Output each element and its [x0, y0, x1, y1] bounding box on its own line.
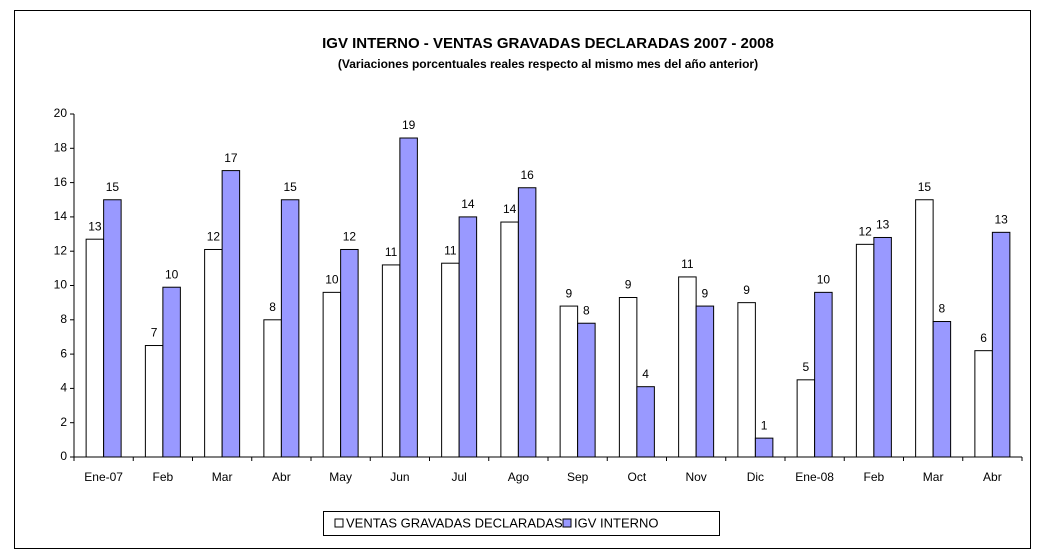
bar — [678, 276, 697, 458]
data-label: 9 — [625, 278, 632, 292]
chart-subtitle: (Variaciones porcentuales reales respect… — [338, 57, 758, 71]
y-tick-label: 18 — [54, 140, 68, 154]
bar — [144, 345, 164, 458]
bar — [441, 262, 460, 458]
data-label: 8 — [939, 302, 946, 316]
legend-label: VENTAS GRAVADAS DECLARADAS — [346, 515, 563, 530]
bar — [974, 350, 993, 458]
x-tick-label: Ene-07 — [84, 470, 123, 484]
data-label: 19 — [402, 118, 416, 132]
bar — [399, 137, 418, 458]
data-label: 8 — [269, 300, 276, 314]
y-tick-label: 10 — [54, 278, 68, 292]
bar — [796, 379, 816, 458]
data-label: 15 — [283, 180, 297, 194]
y-tick-label: 12 — [54, 243, 68, 257]
x-tick-label: Dic — [747, 470, 764, 484]
data-label: 12 — [207, 230, 221, 244]
data-label: 11 — [681, 257, 694, 271]
bar — [280, 199, 300, 458]
data-label: 9 — [702, 286, 709, 300]
bar — [221, 170, 241, 458]
x-tick-label: Jul — [451, 470, 466, 484]
data-label: 10 — [817, 273, 831, 287]
data-label: 7 — [151, 326, 158, 340]
bar — [991, 231, 1011, 458]
data-label: 9 — [743, 283, 750, 297]
legend-label: IGV INTERNO — [574, 515, 659, 530]
data-label: 14 — [503, 202, 517, 216]
data-label: 10 — [325, 273, 339, 287]
y-tick-label: 0 — [60, 449, 67, 463]
data-label: 6 — [980, 331, 987, 345]
bar — [381, 264, 401, 458]
data-label: 12 — [858, 225, 872, 239]
x-tick-label: Abr — [983, 470, 1002, 484]
bar — [517, 187, 537, 458]
data-label: 11 — [385, 245, 398, 259]
bar — [814, 291, 833, 458]
x-tick-label: May — [329, 470, 352, 484]
data-label: 8 — [583, 303, 590, 317]
data-label: 15 — [918, 180, 932, 194]
bar — [754, 437, 774, 458]
y-tick-label: 4 — [60, 381, 67, 395]
x-tick-label: Mar — [212, 470, 233, 484]
bar — [636, 386, 655, 458]
y-tick-label: 14 — [54, 209, 68, 223]
bar — [559, 305, 579, 458]
x-tick-label: Oct — [628, 470, 647, 484]
chart-title: IGV INTERNO - VENTAS GRAVADAS DECLARADAS… — [322, 35, 774, 52]
bar — [458, 216, 478, 458]
data-label: 13 — [876, 218, 890, 232]
y-tick-label: 2 — [60, 415, 67, 429]
data-label: 12 — [343, 230, 357, 244]
bar — [500, 221, 519, 458]
data-label: 10 — [165, 267, 179, 281]
bar — [103, 199, 122, 458]
bar — [204, 248, 223, 458]
bar — [873, 236, 892, 458]
bar — [855, 243, 875, 458]
x-tick-label: Nov — [685, 470, 706, 484]
bar — [162, 286, 181, 458]
x-tick-label: Ene-08 — [795, 470, 834, 484]
bar — [577, 322, 596, 458]
x-tick-label: Sep — [567, 470, 589, 484]
data-label: 11 — [444, 243, 457, 257]
y-tick-label: 20 — [54, 106, 68, 120]
x-tick-label: Jun — [390, 470, 409, 484]
data-label: 14 — [461, 197, 475, 211]
bar — [915, 199, 934, 458]
legend-swatch — [562, 518, 572, 528]
data-label: 1 — [761, 418, 768, 432]
bar — [85, 238, 105, 458]
y-tick-label: 8 — [60, 312, 67, 326]
x-tick-label: Abr — [272, 470, 291, 484]
bar — [695, 305, 715, 458]
bar — [737, 302, 756, 458]
bar — [340, 248, 359, 458]
bar — [263, 319, 282, 458]
data-label: 13 — [88, 219, 102, 233]
bar — [932, 321, 952, 458]
y-tick-label: 6 — [60, 346, 67, 360]
x-tick-label: Ago — [508, 470, 530, 484]
bar — [322, 291, 342, 458]
data-label: 17 — [224, 151, 238, 165]
y-tick-label: 16 — [54, 175, 68, 189]
legend-swatch — [334, 518, 344, 528]
data-label: 9 — [566, 286, 573, 300]
x-tick-label: Mar — [923, 470, 944, 484]
data-label: 15 — [106, 180, 120, 194]
legend-box — [323, 511, 720, 536]
data-label: 4 — [642, 367, 649, 381]
bar — [618, 297, 638, 458]
x-tick-label: Feb — [864, 470, 885, 484]
data-label: 13 — [994, 213, 1008, 227]
x-tick-label: Feb — [153, 470, 174, 484]
data-label: 5 — [803, 360, 810, 374]
data-label: 16 — [520, 168, 534, 182]
